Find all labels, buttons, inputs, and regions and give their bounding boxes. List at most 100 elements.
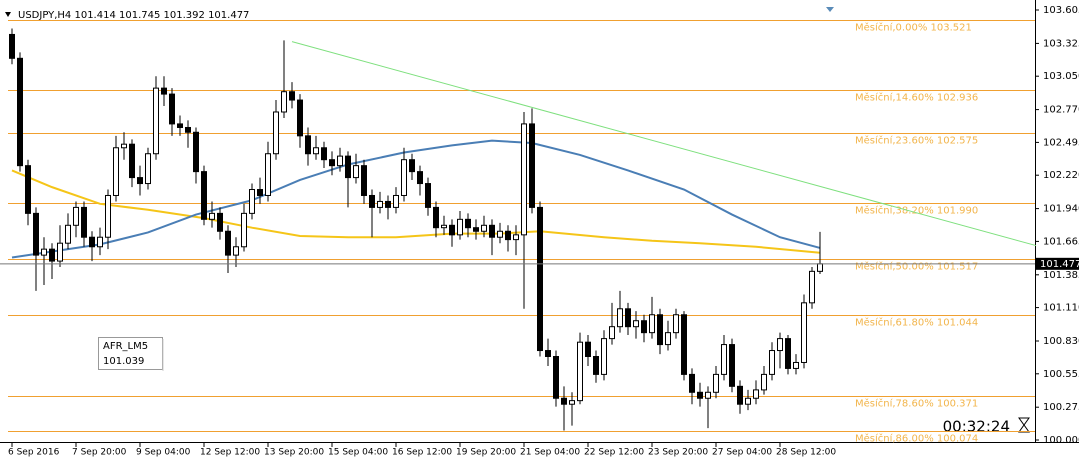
shift-marker xyxy=(826,7,834,12)
chart-title: USDJPY,H4 101.414 101.745 101.392 101.47… xyxy=(18,10,249,21)
fib-label: Měsíční,14.60% 102.936 xyxy=(855,92,978,104)
candle-body xyxy=(137,177,143,185)
candle-body xyxy=(201,171,207,220)
x-tick-label: 28 Sep 12:00 xyxy=(776,448,836,458)
candle-body xyxy=(633,320,639,328)
candle-body xyxy=(97,236,103,248)
indicator-line xyxy=(11,139,821,259)
menu-arrow xyxy=(5,12,11,17)
candle-body xyxy=(729,344,735,387)
y-tick-label: 100.830 xyxy=(1043,336,1079,347)
indicator-line xyxy=(291,41,1037,247)
candle-body xyxy=(57,242,63,262)
candle-body xyxy=(113,147,119,196)
candle-body xyxy=(353,165,359,179)
candle-body xyxy=(593,356,599,375)
candle-body xyxy=(433,206,439,229)
candle-body xyxy=(41,248,47,256)
candle-body xyxy=(585,341,591,358)
candle-body xyxy=(801,302,807,363)
candle-body xyxy=(777,338,783,352)
candle-body xyxy=(417,171,423,185)
candle-body xyxy=(553,356,559,399)
candle-body xyxy=(705,391,711,399)
candle-body xyxy=(489,224,495,238)
candle-body xyxy=(185,126,191,133)
candle-body xyxy=(161,87,167,95)
candle-body xyxy=(169,93,175,125)
candle-body xyxy=(505,230,511,241)
candle-body xyxy=(465,218,471,229)
candle-body xyxy=(737,385,743,405)
candle-body xyxy=(193,131,199,173)
x-tick-label: 21 Sep 04:00 xyxy=(520,448,580,458)
x-tick-label: 16 Sep 12:00 xyxy=(392,448,452,458)
y-tick-label: 100.275 xyxy=(1043,402,1079,413)
candle-body xyxy=(369,194,375,208)
x-tick-label: 15 Sep 04:00 xyxy=(328,448,388,458)
candle-body xyxy=(25,165,31,214)
candle-body xyxy=(297,99,303,137)
candle-body xyxy=(9,33,15,59)
candle-body xyxy=(457,218,463,236)
candle-body xyxy=(601,338,607,375)
candle-body xyxy=(609,326,615,340)
candle-body xyxy=(233,246,239,256)
y-tick-label: 101.665 xyxy=(1043,236,1079,247)
candle-body xyxy=(481,224,487,232)
x-tick-label: 27 Sep 04:00 xyxy=(712,448,772,458)
candle-body xyxy=(785,338,791,369)
x-tick-label: 13 Sep 20:00 xyxy=(264,448,324,458)
candle-body xyxy=(73,206,79,226)
candle-body xyxy=(65,224,71,244)
candle-body xyxy=(273,111,279,155)
candle-body xyxy=(641,320,647,334)
candle-body xyxy=(521,123,527,236)
candle-body xyxy=(337,155,343,167)
candle-body xyxy=(17,57,23,167)
fib-label: Měsíční,0.00% 103.521 xyxy=(855,22,972,34)
y-tick-label: 103.325 xyxy=(1043,38,1079,49)
x-tick-label: 23 Sep 20:00 xyxy=(648,448,708,458)
candle-body xyxy=(745,397,751,405)
candle-body xyxy=(105,194,111,238)
x-tick-label: 6 Sep 2016 xyxy=(8,448,60,458)
candle-body xyxy=(257,189,263,196)
candle-body xyxy=(313,147,319,155)
y-tick-label: 101.110 xyxy=(1043,303,1079,314)
candle-body xyxy=(241,212,247,248)
candle-body xyxy=(473,227,479,232)
candle-body xyxy=(129,143,135,179)
candle-body xyxy=(265,153,271,196)
label-box: AFR_LM5 101.039 xyxy=(98,337,164,371)
x-tick-label: 19 Sep 20:00 xyxy=(456,448,516,458)
y-tick-label: 103.050 xyxy=(1043,71,1079,82)
candle-body xyxy=(385,200,391,208)
candle-body xyxy=(289,91,295,101)
candle-body xyxy=(673,314,679,334)
candle-body xyxy=(177,123,183,128)
y-tick-label: 100.000 xyxy=(1043,435,1079,446)
candle-body xyxy=(561,397,567,405)
y-tick-label: 103.605 xyxy=(1043,5,1079,16)
candle-body xyxy=(281,91,287,113)
candle-body xyxy=(249,189,255,214)
candle-body xyxy=(377,200,383,208)
candle-body xyxy=(625,308,631,328)
candle-body xyxy=(401,159,407,196)
candle-body xyxy=(761,373,767,391)
label-box-value: 101.039 xyxy=(103,356,144,367)
candle-body xyxy=(689,373,695,393)
candle-body xyxy=(145,153,151,185)
y-tick-label: 102.220 xyxy=(1043,170,1079,181)
candle-body xyxy=(569,400,575,405)
price-tag-label: 101.477 xyxy=(1040,259,1079,270)
x-tick-label: 7 Sep 20:00 xyxy=(72,448,127,458)
fib-label: Měsíční,86.00% 100.074 xyxy=(855,433,978,445)
candle-body xyxy=(345,155,351,179)
candle-body xyxy=(49,248,55,262)
candle-body xyxy=(305,135,311,155)
fib-label: Měsíční,23.60% 102.575 xyxy=(855,135,978,147)
candle-body xyxy=(537,206,543,352)
